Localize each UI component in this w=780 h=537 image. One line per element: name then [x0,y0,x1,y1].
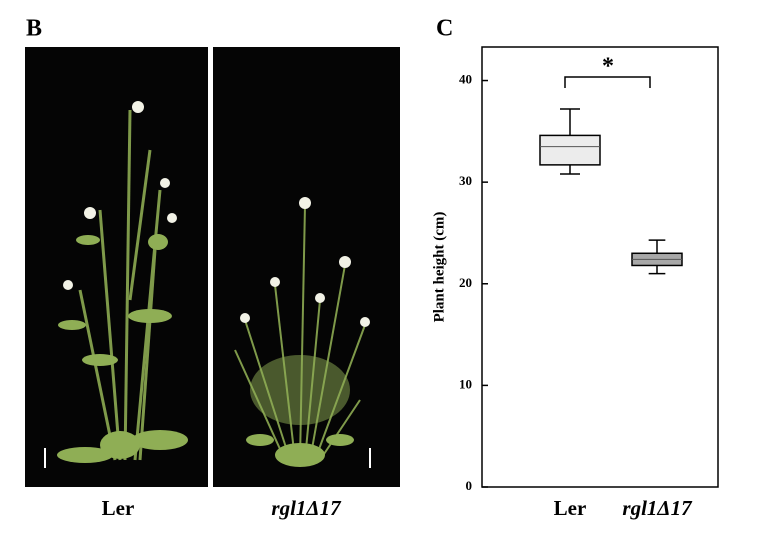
plot-frame [481,46,719,488]
y-tick-label: 20 [459,275,472,290]
y-tick-label: 0 [466,478,473,493]
significance-bracket [564,76,651,88]
y-tick-label: 30 [459,173,472,188]
photo-right [213,47,400,487]
photo-caption: Ler [102,496,135,520]
y-tick-label: 10 [459,376,472,391]
y-axis-label: Plant height (cm) [431,212,447,323]
photo-caption: rgl1Δ17 [271,496,342,520]
significance-mark: * [602,54,614,80]
x-tick-label: Ler [554,496,587,520]
panel-label: C [436,16,453,42]
y-tick-label: 40 [459,72,472,87]
panel-label: B [26,16,42,42]
photo-left [25,47,208,487]
box [539,134,601,166]
x-tick-label: rgl1Δ17 [622,496,693,520]
